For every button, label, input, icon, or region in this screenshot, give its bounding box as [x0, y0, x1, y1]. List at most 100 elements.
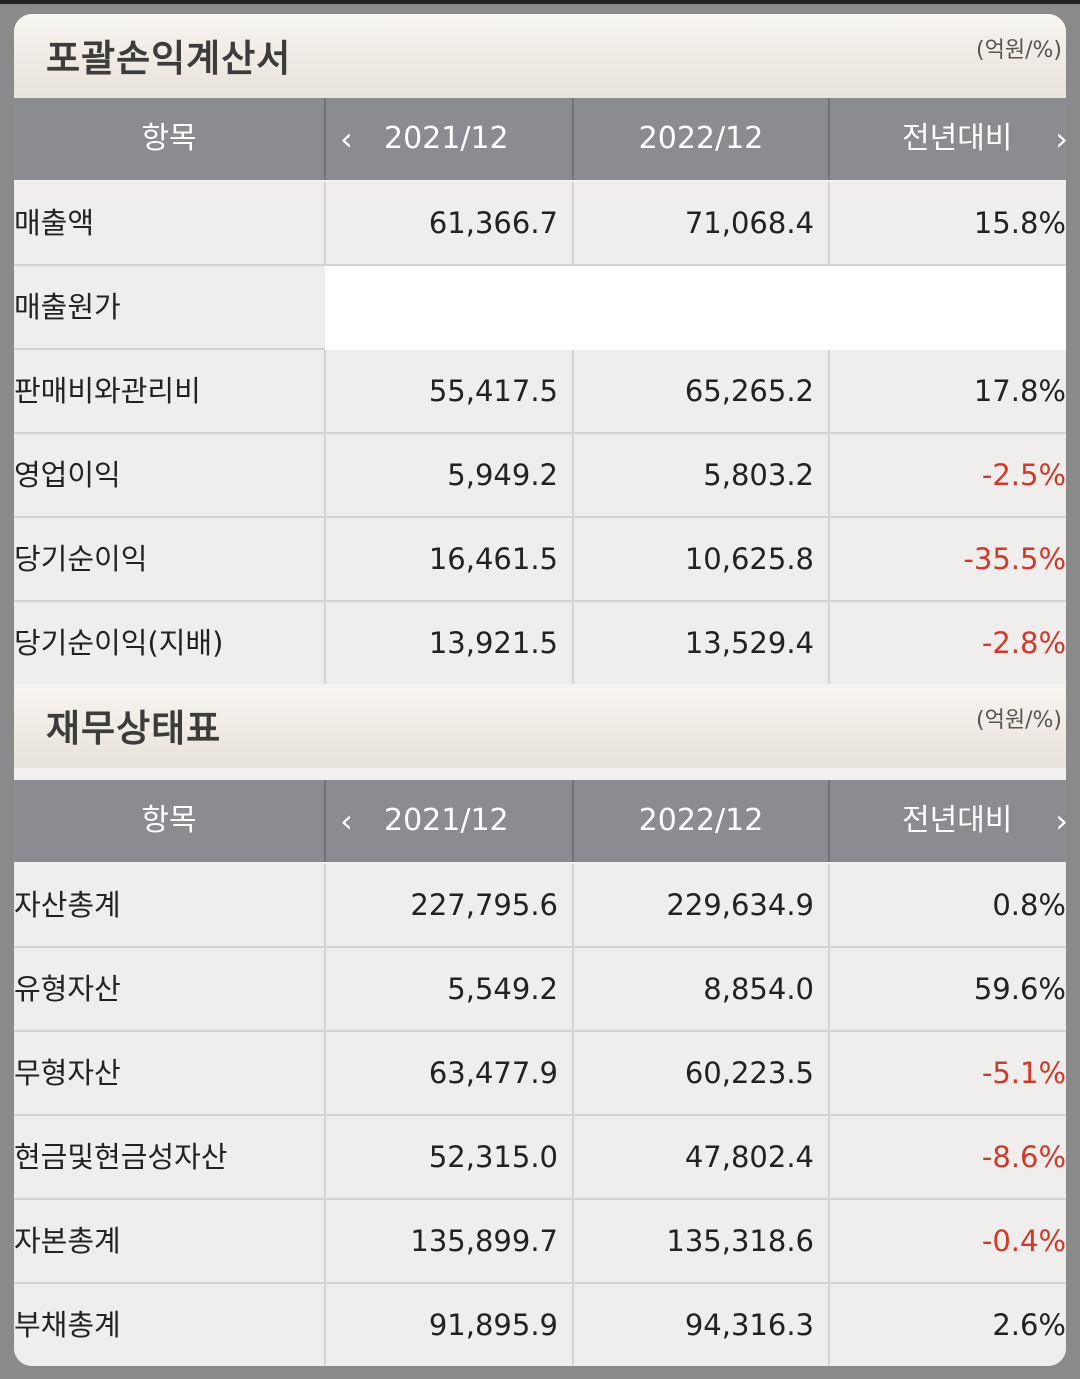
yoy-change: -35.5% [963, 542, 1066, 576]
column-divider [828, 1032, 830, 1114]
financial-card: 포괄손익계산서 (억원/%) 항목 ‹ 2021/12 2022/12 전년대비… [14, 14, 1066, 1366]
row-label: 영업이익 [14, 458, 121, 492]
column-divider [828, 602, 830, 684]
chevron-right-icon[interactable]: › [1055, 780, 1066, 862]
table-row[interactable]: 자본총계 135,899.7 135,318.6 -0.4% [14, 1200, 1066, 1284]
table-row[interactable]: 판매비와관리비 55,417.5 65,265.2 17.8% [14, 350, 1066, 434]
column-header-item: 항목 [141, 803, 197, 838]
table-row[interactable]: 당기순이익 16,461.5 10,625.8 -35.5% [14, 518, 1066, 602]
column-header-yoy: 전년대비 › [828, 98, 1066, 180]
column-header-2022: 2022/12 [572, 780, 828, 862]
yoy-change: 2.6% [992, 1308, 1066, 1342]
value-2022: 94,316.3 [684, 1308, 814, 1342]
column-divider [324, 182, 326, 264]
row-label: 당기순이익(지배) [14, 626, 224, 660]
value-2021: 135,899.7 [410, 1224, 558, 1258]
page: 포괄손익계산서 (억원/%) 항목 ‹ 2021/12 2022/12 전년대비… [0, 4, 1080, 1379]
column-divider [572, 1116, 574, 1198]
yoy-change: -8.6% [981, 1140, 1066, 1174]
chevron-left-icon[interactable]: ‹ [340, 802, 353, 840]
column-divider [324, 948, 326, 1030]
column-divider [572, 518, 574, 600]
value-2021: 61,366.7 [428, 206, 558, 240]
column-header-yoy-label: 전년대비 [902, 121, 1013, 156]
column-header-item: 항목 [141, 121, 197, 156]
column-header-2021: ‹ 2021/12 [324, 780, 572, 862]
chevron-left-icon[interactable]: ‹ [340, 120, 353, 158]
column-divider [828, 182, 830, 264]
column-divider [572, 602, 574, 684]
column-header-2022: 2022/12 [572, 98, 828, 180]
yoy-change: 0.8% [992, 888, 1066, 922]
row-label: 현금및현금성자산 [14, 1140, 228, 1174]
value-2022: 65,265.2 [684, 374, 814, 408]
value-2021: 16,461.5 [428, 542, 558, 576]
column-divider [324, 518, 326, 600]
column-header-2021: ‹ 2021/12 [324, 98, 572, 180]
column-divider [324, 602, 326, 684]
value-2021: 55,417.5 [428, 374, 558, 408]
column-divider [828, 1200, 830, 1282]
table-row[interactable]: 자산총계 227,795.6 229,634.9 0.8% [14, 864, 1066, 948]
balance-sheet-title: 재무상태표 [46, 707, 222, 750]
balance-sheet-unit: (억원/%) [976, 708, 1062, 733]
column-divider [828, 948, 830, 1030]
yoy-change: 15.8% [973, 206, 1066, 240]
yoy-change: 59.6% [973, 972, 1066, 1006]
value-2022: 5,803.2 [703, 458, 814, 492]
table-row[interactable]: 매출원가 [14, 266, 1066, 352]
balance-sheet-header: 재무상태표 (억원/%) [14, 684, 1066, 768]
column-divider [828, 864, 830, 946]
value-2021: 13,921.5 [428, 626, 558, 660]
value-2022: 47,802.4 [684, 1140, 814, 1174]
column-divider [572, 1032, 574, 1114]
column-divider [828, 1116, 830, 1198]
column-header-yoy: 전년대비 › [828, 780, 1066, 862]
yoy-change: 17.8% [973, 374, 1066, 408]
yoy-change: -2.5% [981, 458, 1066, 492]
row-label: 무형자산 [14, 1056, 121, 1090]
yoy-change: -0.4% [981, 1224, 1066, 1258]
value-2022: 71,068.4 [684, 206, 814, 240]
value-2022: 60,223.5 [684, 1056, 814, 1090]
table-row[interactable]: 유형자산 5,549.2 8,854.0 59.6% [14, 948, 1066, 1032]
column-divider [572, 1200, 574, 1282]
column-divider [572, 350, 574, 432]
column-divider [828, 350, 830, 432]
value-2021: 52,315.0 [428, 1140, 558, 1174]
column-divider [324, 1284, 326, 1366]
column-divider [572, 864, 574, 946]
row-label: 당기순이익 [14, 542, 148, 576]
row-label: 자산총계 [14, 888, 121, 922]
chevron-right-icon[interactable]: › [1055, 98, 1066, 180]
income-statement-table-header: 항목 ‹ 2021/12 2022/12 전년대비 › [14, 98, 1066, 180]
value-2022: 8,854.0 [703, 972, 814, 1006]
column-divider [572, 182, 574, 264]
table-row[interactable]: 당기순이익(지배) 13,921.5 13,529.4 -2.8% [14, 602, 1066, 686]
value-2022: 10,625.8 [684, 542, 814, 576]
table-row[interactable]: 영업이익 5,949.2 5,803.2 -2.5% [14, 434, 1066, 518]
empty-values-area [325, 266, 1066, 352]
column-divider [324, 1032, 326, 1114]
row-label: 부채총계 [14, 1308, 121, 1342]
top-edge [0, 0, 1080, 4]
value-2021: 5,949.2 [447, 458, 558, 492]
column-divider [828, 518, 830, 600]
column-header-2021-label: 2021/12 [384, 803, 509, 838]
yoy-change: -5.1% [981, 1056, 1066, 1090]
column-divider [828, 434, 830, 516]
column-divider [572, 1284, 574, 1366]
income-statement-title: 포괄손익계산서 [46, 37, 292, 80]
value-2022: 13,529.4 [684, 626, 814, 660]
column-divider [324, 1116, 326, 1198]
value-2022: 229,634.9 [666, 888, 814, 922]
table-row[interactable]: 부채총계 91,895.9 94,316.3 2.6% [14, 1284, 1066, 1366]
table-row[interactable]: 매출액 61,366.7 71,068.4 15.8% [14, 182, 1066, 266]
value-2021: 227,795.6 [410, 888, 558, 922]
table-row[interactable]: 현금및현금성자산 52,315.0 47,802.4 -8.6% [14, 1116, 1066, 1200]
column-header-2021-label: 2021/12 [384, 121, 509, 156]
column-divider [324, 1200, 326, 1282]
table-row[interactable]: 무형자산 63,477.9 60,223.5 -5.1% [14, 1032, 1066, 1116]
column-divider [324, 434, 326, 516]
balance-sheet-table-header: 항목 ‹ 2021/12 2022/12 전년대비 › [14, 780, 1066, 862]
